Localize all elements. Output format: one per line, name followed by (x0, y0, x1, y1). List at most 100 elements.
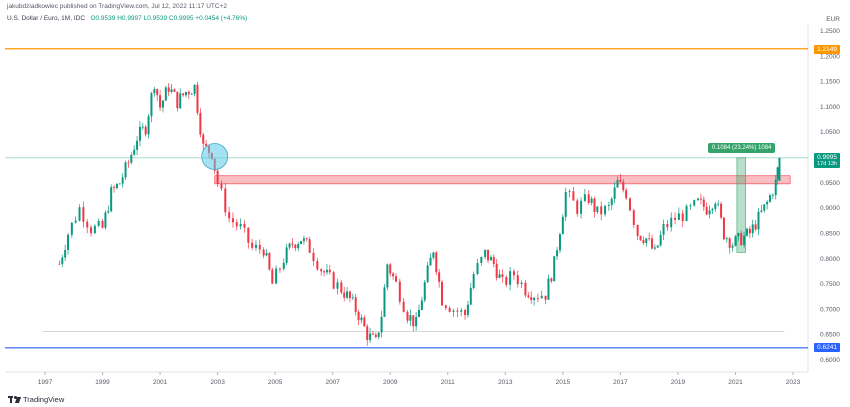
candle-body (420, 300, 423, 311)
candle-body (423, 282, 426, 301)
candle-body (418, 310, 420, 318)
candle-body (118, 183, 121, 185)
x-tick-label: 2011 (441, 379, 455, 386)
candle-body (760, 210, 763, 212)
candle-body (662, 224, 665, 235)
tradingview-logo[interactable]: TradingView (8, 395, 64, 404)
candle-body (576, 200, 579, 214)
x-tick-label: 2001 (153, 379, 168, 386)
candle-body (297, 243, 300, 249)
candle-body (147, 116, 150, 135)
candle-body (383, 287, 386, 317)
candle-body (182, 93, 185, 96)
measure-range-box (736, 157, 746, 253)
candle-body (176, 91, 179, 109)
candle-body (498, 274, 501, 278)
candle-body (291, 243, 294, 245)
candle-body (369, 333, 372, 341)
candle-body (583, 194, 586, 201)
candle-body (561, 216, 564, 235)
candle-body (492, 257, 495, 264)
candle-body (262, 249, 265, 256)
candle-body (394, 276, 397, 282)
x-tick-label: 2019 (671, 379, 686, 386)
candle-body (572, 191, 575, 201)
candle-body (674, 217, 677, 220)
candle-body (460, 310, 463, 312)
candle-body (167, 87, 170, 92)
candle-body (343, 292, 346, 298)
candle-body (505, 277, 508, 285)
candle-body (271, 269, 274, 284)
candle-body (228, 212, 231, 219)
y-tick-label: 1.2500 (820, 28, 840, 35)
x-tick-label: 2005 (268, 379, 283, 386)
candle-body (540, 295, 543, 299)
candle-body (656, 245, 659, 248)
candle-body (243, 224, 246, 228)
candle-body (533, 298, 536, 301)
x-tick-label: 2015 (556, 379, 571, 386)
candle-body (86, 221, 89, 228)
candle-body (196, 84, 199, 113)
y-tick-label: 0.9500 (820, 180, 840, 187)
candle-body (70, 222, 73, 235)
candle-body (604, 205, 607, 215)
candle-body (776, 167, 779, 180)
ohlc-high: H0.9997 (117, 15, 142, 22)
candle-body (127, 162, 130, 164)
candle-body (320, 269, 323, 272)
candle-body (466, 304, 469, 315)
candle-body (520, 282, 523, 285)
candle-body (392, 273, 395, 277)
candle-body (714, 203, 717, 209)
candle-body (544, 295, 547, 300)
candle-body (645, 238, 648, 243)
candle-body (613, 187, 616, 199)
candle-body (636, 225, 639, 236)
candle-body (596, 206, 599, 212)
candle-body (325, 269, 328, 273)
ohlc-close: C0.9995 (168, 15, 194, 22)
candle-body (278, 268, 281, 270)
candle-body (294, 244, 297, 249)
candle-body (285, 247, 288, 263)
countdown-value: 17d 13h (817, 161, 837, 167)
candle-body (235, 222, 238, 227)
candle-body (348, 291, 351, 298)
candle-body (199, 112, 202, 135)
candle-body (527, 295, 530, 298)
candle-body (90, 227, 93, 234)
candle-body (699, 198, 702, 200)
candle-body (705, 206, 708, 215)
x-tick-label: 2003 (210, 379, 225, 386)
candle-body (354, 297, 357, 312)
candle-body (628, 198, 631, 211)
candle-body (666, 224, 669, 228)
candle-body (725, 238, 728, 240)
candle-body (681, 213, 684, 222)
candle-body (357, 311, 360, 321)
candle-body (564, 192, 567, 217)
candle-body (224, 188, 227, 213)
candle-body (288, 243, 291, 248)
candle-body (435, 252, 438, 273)
candle-body (323, 271, 326, 273)
candle-body (580, 200, 583, 214)
candle-body (651, 238, 654, 249)
candle-body (205, 143, 208, 146)
candle-body (121, 177, 124, 184)
x-tick-label: 2023 (786, 379, 801, 386)
brand-name: TradingView (23, 395, 65, 404)
candle-body (441, 281, 444, 306)
candle-body (336, 282, 339, 289)
symbol-name[interactable]: U.S. Dollar / Euro, 1M, IDC (7, 15, 86, 22)
candle-body (312, 252, 315, 262)
candle-body (389, 264, 392, 274)
x-tick-label: 1999 (95, 379, 110, 386)
bottom-line-price-label: 0.6241 (814, 343, 840, 352)
candle-body (258, 244, 261, 250)
candle-body (708, 210, 711, 215)
ohlc-open: O0.9539 (90, 15, 116, 22)
